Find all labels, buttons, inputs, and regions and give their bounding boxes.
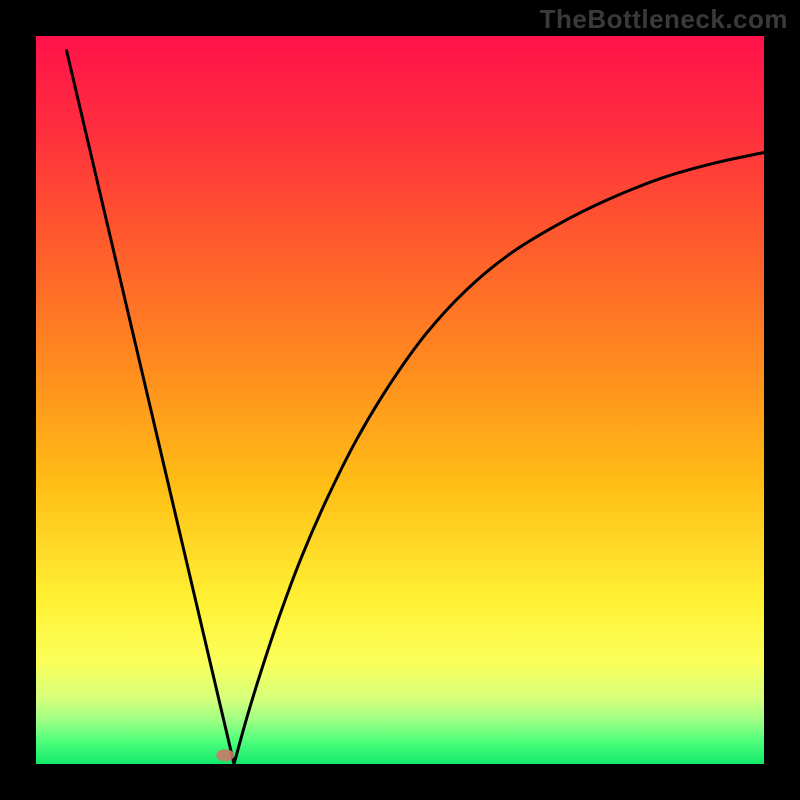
min-marker — [216, 749, 234, 761]
chart-frame: TheBottleneck.com — [0, 0, 800, 800]
bottleneck-chart — [0, 0, 800, 800]
gradient-background — [36, 36, 764, 764]
